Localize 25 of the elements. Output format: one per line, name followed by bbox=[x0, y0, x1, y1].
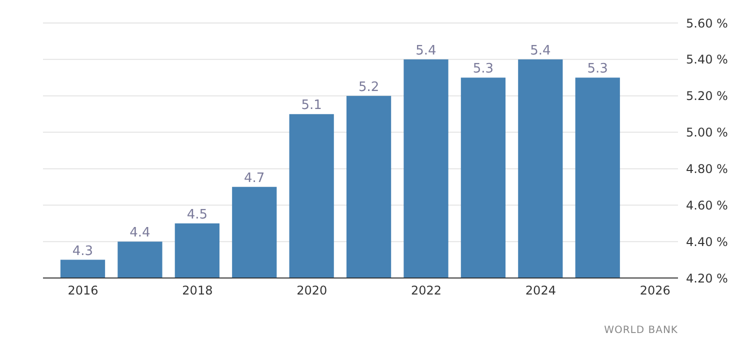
x-tick-label: 2024 bbox=[525, 284, 556, 298]
data-label: 4.4 bbox=[130, 226, 150, 241]
text: WORLD BANK bbox=[604, 325, 678, 336]
y-tick-label: 5.60 % bbox=[686, 16, 728, 30]
data-label: 5.4 bbox=[416, 43, 436, 58]
x-tick-label: 2026 bbox=[640, 284, 670, 298]
data-label: 5.4 bbox=[530, 43, 551, 58]
y-tick-label: 4.80 % bbox=[686, 162, 728, 176]
data-label: 5.2 bbox=[358, 80, 380, 95]
x-tick-label: 2020 bbox=[296, 284, 328, 298]
y-tick-label: 4.60 % bbox=[686, 198, 728, 212]
data-label: 4.3 bbox=[72, 244, 94, 259]
y-tick-label: 5.20 % bbox=[686, 89, 728, 104]
data-label: 4.7 bbox=[244, 170, 265, 186]
y-tick-label: 5.00 % bbox=[686, 126, 728, 140]
data-label: 4.5 bbox=[186, 207, 208, 222]
y-tick-label: 5.40 % bbox=[686, 52, 728, 67]
y-tick-label: 4.20 % bbox=[686, 271, 728, 286]
x-tick-label: 2018 bbox=[182, 284, 213, 298]
data-label: 5.3 bbox=[587, 62, 608, 77]
data-label: 5.1 bbox=[301, 98, 322, 114]
x-tick-label: 2022 bbox=[411, 284, 442, 298]
data-label: 5.3 bbox=[472, 62, 494, 77]
x-tick-label: 2016 bbox=[68, 284, 98, 298]
y-tick-label: 4.40 % bbox=[686, 234, 728, 249]
